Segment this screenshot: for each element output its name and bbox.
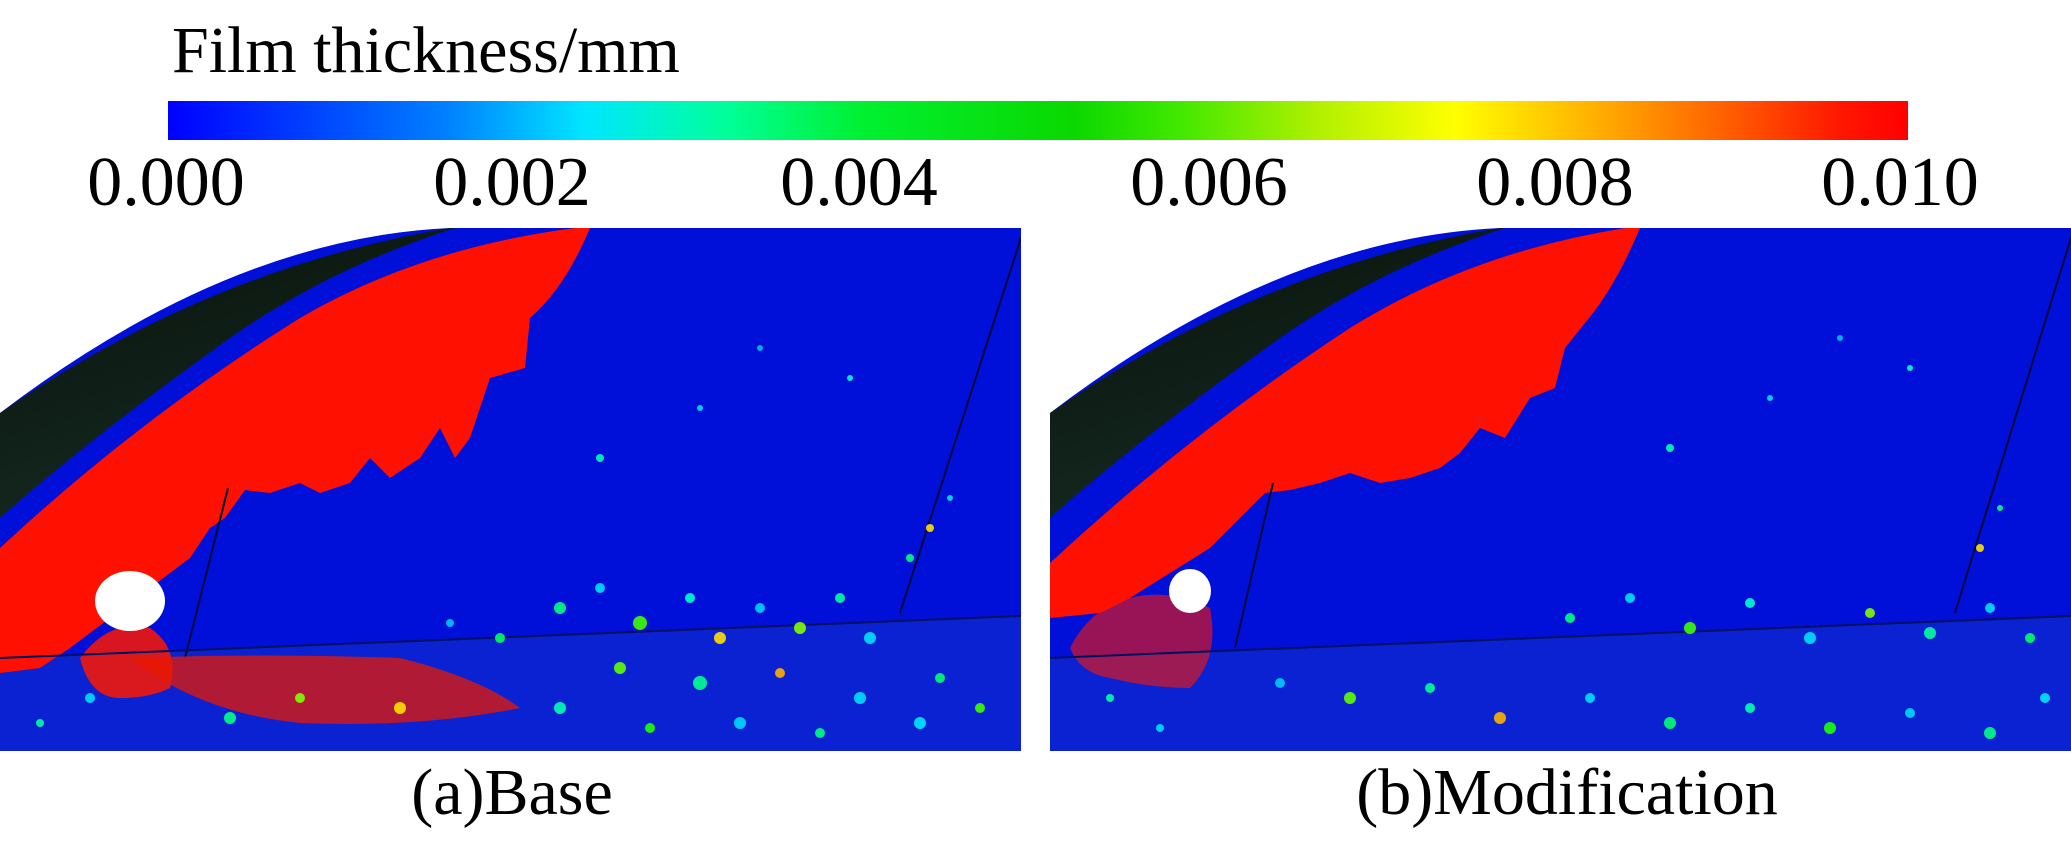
panel-base-image bbox=[0, 228, 1021, 751]
colorbar-tick: 0.010 bbox=[1821, 144, 1979, 221]
colorbar-tick: 0.004 bbox=[780, 144, 938, 221]
panel-caption-base: (a)Base bbox=[411, 756, 613, 829]
colorbar-gradient bbox=[168, 101, 1908, 140]
colorbar-title: Film thickness/mm bbox=[172, 14, 680, 87]
colorbar-tick: 0.002 bbox=[433, 144, 591, 221]
colorbar-tick: 0.006 bbox=[1130, 144, 1288, 221]
colorbar-tick: 0.008 bbox=[1476, 144, 1634, 221]
colorbar-tick: 0.000 bbox=[87, 144, 245, 221]
panel-modification-image bbox=[1050, 228, 2071, 751]
panel-caption-modification: (b)Modification bbox=[1356, 756, 1778, 829]
